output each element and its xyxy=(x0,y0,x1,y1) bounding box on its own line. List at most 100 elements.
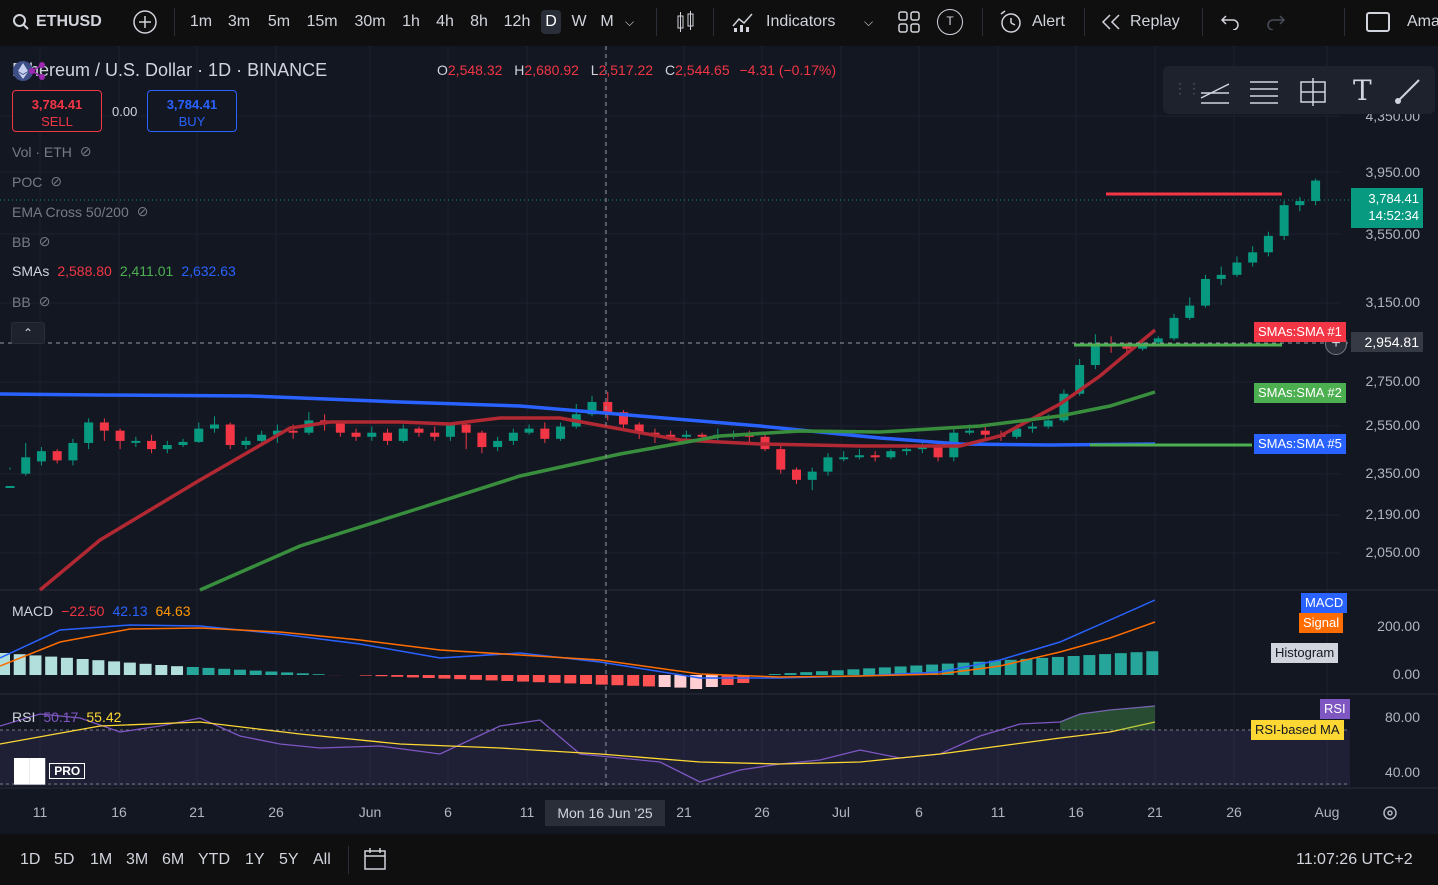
open-value: 2,548.32 xyxy=(447,62,503,78)
interval-4h[interactable]: 4h xyxy=(436,13,454,30)
sma-red-line xyxy=(38,328,1157,592)
sma1-tag: SMAs:SMA #1 xyxy=(1254,322,1346,342)
layouts-button[interactable] xyxy=(898,0,920,44)
candle-body xyxy=(556,426,566,439)
time-axis-label: 11 xyxy=(32,804,48,820)
candle-body xyxy=(52,451,62,461)
symbol-search[interactable]: ETHUSD xyxy=(12,0,102,44)
range-5d[interactable]: 5D xyxy=(54,851,75,868)
macd-histogram-bar xyxy=(1020,658,1033,675)
interval-w[interactable]: W xyxy=(571,13,587,30)
interval-15m[interactable]: 15m xyxy=(306,13,338,30)
indicator-smas[interactable]: SMAs 2,588.80 2,411.01 2,632.63 xyxy=(12,263,236,279)
range-5y[interactable]: 5Y xyxy=(279,851,299,868)
sma2-value: 2,411.01 xyxy=(119,263,174,279)
pro-badge: PRO xyxy=(49,763,86,779)
range-ytd[interactable]: YTD xyxy=(198,851,230,868)
redo-button[interactable] xyxy=(1266,0,1286,44)
fullscreen-button[interactable] xyxy=(1366,0,1390,44)
tradingview-logo[interactable]: ██ PRO xyxy=(14,758,86,784)
chart-type-button[interactable] xyxy=(676,0,696,44)
range-1y[interactable]: 1Y xyxy=(245,851,265,868)
replay-button[interactable]: Replay xyxy=(1100,0,1180,44)
macd-histogram-bar xyxy=(548,675,561,683)
interval-5m[interactable]: 5m xyxy=(267,13,291,30)
range-1m[interactable]: 1M xyxy=(90,851,113,868)
candle-body xyxy=(1075,365,1085,394)
eye-off-icon[interactable]: ⊘ xyxy=(50,173,63,189)
macd-histogram-bar xyxy=(705,675,718,687)
high-key: H xyxy=(514,62,525,78)
eye-off-icon[interactable]: ⊘ xyxy=(38,293,51,309)
collapse-legend-button[interactable]: ⌃ xyxy=(11,322,45,344)
range-1d[interactable]: 1D xyxy=(20,851,41,868)
close-value: 2,544.65 xyxy=(675,62,730,78)
range-3m[interactable]: 3M xyxy=(126,851,149,868)
candle-body xyxy=(99,422,109,431)
interval-1h[interactable]: 1h xyxy=(402,13,420,30)
time-axis-label: 16 xyxy=(111,804,127,820)
interval-1m[interactable]: 1m xyxy=(189,13,213,30)
gear-icon xyxy=(1383,806,1397,820)
buy-button[interactable]: 3,784.41 BUY xyxy=(147,90,237,132)
macd-histogram-bar xyxy=(595,675,608,685)
rsi-legend[interactable]: RSI 50.17 55.42 xyxy=(12,709,121,725)
indicator-vol[interactable]: Vol · ETH ⊘ xyxy=(12,143,92,160)
patterns-icon[interactable] xyxy=(1297,76,1329,106)
share-icon[interactable] xyxy=(26,60,48,82)
macd-histogram-bar xyxy=(627,675,640,686)
indicators-button[interactable]: Indicators xyxy=(732,0,835,44)
undo-button[interactable] xyxy=(1220,0,1240,44)
interval-m[interactable]: M xyxy=(600,13,614,30)
candle-body xyxy=(886,451,896,458)
indicator-ema-cross[interactable]: EMA Cross 50/200 ⊘ xyxy=(12,203,148,220)
indicator-bb-1[interactable]: BB ⊘ xyxy=(12,233,50,250)
text-tool-icon[interactable]: T xyxy=(1353,74,1372,107)
macd-histogram-bar xyxy=(485,675,498,681)
indicator-bb-2[interactable]: BB ⊘ xyxy=(12,293,50,310)
chart-canvas[interactable] xyxy=(0,46,1438,834)
profile-button[interactable]: T xyxy=(937,0,963,44)
interval-3m[interactable]: 3m xyxy=(227,13,251,30)
macd-histogram-bar xyxy=(406,675,419,678)
range-all[interactable]: All xyxy=(313,851,331,868)
candle-body xyxy=(1200,278,1210,306)
eye-off-icon[interactable]: ⊘ xyxy=(79,143,92,159)
macd-histogram-bar xyxy=(139,663,152,675)
indicators-dropdown[interactable]: ⌵ xyxy=(864,0,873,44)
interval-dropdown[interactable]: ⌵ xyxy=(625,0,634,44)
rewind-icon xyxy=(1101,14,1120,30)
macd-histogram-bar xyxy=(375,675,388,677)
chart-pane[interactable]: Ethereum / U.S. Dollar · 1D · BINANCE O2… xyxy=(0,46,1438,834)
range-6m[interactable]: 6M xyxy=(162,851,185,868)
eye-off-icon[interactable]: ⊘ xyxy=(38,233,51,249)
drag-handle-icon[interactable]: ⋮⋮ xyxy=(1173,80,1201,96)
fib-retracement-icon[interactable] xyxy=(1248,76,1280,106)
time-axis-label: 26 xyxy=(268,804,284,820)
clock-timezone[interactable]: 11:07:26 UTC+2 xyxy=(1296,851,1413,868)
candle-body xyxy=(980,430,990,435)
candle-body xyxy=(1122,346,1132,349)
macd-histogram-bar xyxy=(532,675,545,683)
indicators-label: Indicators xyxy=(766,13,836,30)
alert-button[interactable]: Alert xyxy=(998,0,1065,44)
account-name[interactable]: Ama xyxy=(1407,0,1438,44)
macd-histogram-bar xyxy=(76,659,89,675)
macd-legend[interactable]: MACD −22.50 42.13 64.63 xyxy=(12,603,191,619)
goto-date-button[interactable] xyxy=(362,846,388,877)
interval-12h[interactable]: 12h xyxy=(503,13,531,30)
brush-icon[interactable] xyxy=(1393,76,1423,106)
interval-8h[interactable]: 8h xyxy=(470,13,488,30)
sell-button[interactable]: 3,784.41 SELL xyxy=(12,90,102,132)
time-axis-label: 11 xyxy=(519,804,535,820)
eye-off-icon[interactable]: ⊘ xyxy=(136,203,149,219)
candle-body xyxy=(807,471,817,480)
interval-30m[interactable]: 30m xyxy=(354,13,386,30)
macd-histogram-bar xyxy=(108,661,121,675)
compare-add-button[interactable] xyxy=(132,0,158,44)
indicator-poc[interactable]: POC ⊘ xyxy=(12,173,62,190)
low-key: L xyxy=(590,62,599,78)
macd-histogram-bar xyxy=(1114,653,1127,675)
trend-lines-icon[interactable] xyxy=(1199,76,1231,106)
interval-d[interactable]: D xyxy=(541,10,561,34)
